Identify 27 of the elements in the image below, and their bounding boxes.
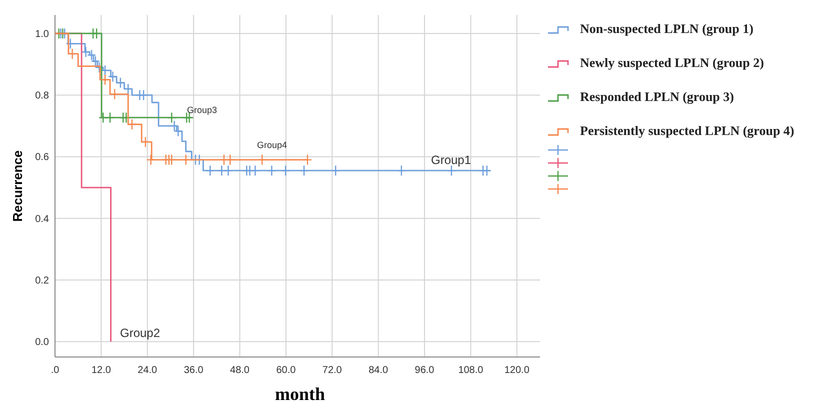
x-tick-label: 96.0 <box>414 365 435 376</box>
y-tick-label: 0.0 <box>35 337 50 348</box>
legend-label: Responded LPLN (group 3) <box>580 89 734 104</box>
x-tick-label: 108.0 <box>458 365 484 376</box>
x-tick-label: 60.0 <box>276 365 296 376</box>
x-tick-label: 48.0 <box>230 365 250 376</box>
y-tick-label: 0.6 <box>35 152 50 164</box>
legend-label: Non-suspected LPLN (group 1) <box>580 21 754 36</box>
x-tick-label: 12.0 <box>91 365 112 376</box>
y-tick-label: 0.2 <box>35 275 50 286</box>
x-tick-label: 72.0 <box>322 365 342 376</box>
y-tick-label: 0.4 <box>35 214 50 225</box>
y-axis-title: Recurrence <box>10 150 25 222</box>
annotation: Group1 <box>430 153 472 167</box>
x-tick-label: 120.0 <box>504 365 530 376</box>
legend-label: Persistently suspected LPLN (group 4) <box>580 123 794 138</box>
y-tick-label: 1.0 <box>35 28 50 40</box>
x-tick-label: 84.0 <box>368 365 388 376</box>
annotation: Group3 <box>186 105 218 115</box>
y-tick-label: 0.8 <box>35 90 50 102</box>
x-axis-title: month <box>274 384 326 404</box>
x-tick-label: 36.0 <box>184 365 204 376</box>
annotation: Group2 <box>120 326 160 340</box>
x-tick-label: .0 <box>50 365 60 376</box>
legend-label: Newly suspected LPLN (group 2) <box>580 55 764 70</box>
x-tick-label: 24.0 <box>138 365 158 376</box>
annotation: Group4 <box>256 140 288 150</box>
